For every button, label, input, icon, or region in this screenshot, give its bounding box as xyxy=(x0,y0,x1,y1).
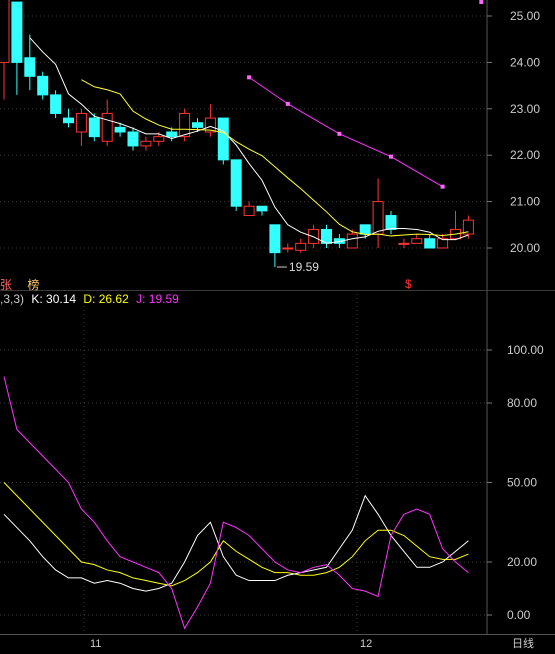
candle-body xyxy=(295,242,307,251)
kdj-params: ,3,3) xyxy=(0,292,25,306)
price-chart[interactable]: 25.00 24.00 23.00 22.00 21.00 20.00 19.59 $ xyxy=(0,0,555,291)
candle-body xyxy=(166,131,178,138)
kdj-indicator-pane[interactable]: 100.00 80.00 50.00 20.00 0.00 xyxy=(0,290,555,635)
kdj-tick-label: 100.00 xyxy=(507,343,544,357)
kdj-k-line xyxy=(3,494,469,592)
candle-body xyxy=(63,117,74,124)
kdj-d-line xyxy=(3,482,469,587)
side-label-bang: 榜 xyxy=(27,278,40,292)
ma-marker xyxy=(389,154,393,159)
candle-body xyxy=(204,117,216,133)
candle-body xyxy=(127,131,139,147)
candle-body xyxy=(424,238,436,249)
side-label-zhang: 张 xyxy=(0,278,13,292)
kdj-tick-label: 80.00 xyxy=(507,396,537,410)
dollar-marker: $ xyxy=(405,277,412,290)
price-chart-pane[interactable]: 25.00 24.00 23.00 22.00 21.00 20.00 19.59 $ xyxy=(0,0,555,291)
kdj-k-value: K: 30.14 xyxy=(31,292,77,306)
pane-divider xyxy=(0,290,555,291)
candle-body xyxy=(140,140,152,147)
ma-marker xyxy=(440,184,445,189)
price-side-labels: 张 榜 xyxy=(0,276,39,293)
candle-body xyxy=(37,75,49,96)
candle-body xyxy=(269,224,281,254)
kdj-tick-label: 20.00 xyxy=(507,555,537,569)
candle-body xyxy=(411,238,423,244)
candle-body xyxy=(11,1,23,63)
price-tick-label: 23.00 xyxy=(510,102,540,116)
kdj-header: ,3,3) K: 30.14 D: 26.62 J: 19.59 xyxy=(0,292,183,306)
kdj-chart[interactable]: 100.00 80.00 50.00 20.00 0.00 xyxy=(0,290,555,635)
kdj-d-value: D: 26.62 xyxy=(83,292,129,306)
ma-marker xyxy=(479,0,484,4)
ma-long-line xyxy=(81,79,469,237)
candle-body xyxy=(230,159,242,207)
date-axis-svg: 11 12 日线 xyxy=(0,634,555,650)
candle-body xyxy=(114,126,126,133)
candle-body xyxy=(243,205,255,217)
candle-body xyxy=(179,112,191,138)
candle-body xyxy=(437,238,449,249)
candle-body xyxy=(192,122,203,128)
kdj-tick-label: 0.00 xyxy=(507,608,531,622)
candle-body xyxy=(359,224,371,235)
price-tick-label: 24.00 xyxy=(510,55,540,69)
ma-marker xyxy=(285,101,290,106)
candle-body xyxy=(398,242,410,245)
kdj-tick-label: 50.00 xyxy=(507,476,537,490)
candle-body xyxy=(50,94,62,114)
price-tick-label: 21.00 xyxy=(510,195,540,209)
candle-body xyxy=(385,215,397,230)
ma-extra-line xyxy=(248,76,443,188)
price-tick-label: 25.00 xyxy=(510,9,540,23)
candle-body xyxy=(24,57,36,77)
candle-body xyxy=(346,233,358,249)
low-marker-label: 19.59 xyxy=(289,260,319,274)
month-label: 11 xyxy=(90,638,101,649)
candle-body xyxy=(256,205,268,212)
candle-body xyxy=(372,201,384,235)
candle-body xyxy=(282,247,294,250)
date-axis: 11 12 日线 xyxy=(0,634,555,650)
candle-body xyxy=(101,112,113,142)
candle-body xyxy=(217,117,229,161)
kdj-j-value: J: 19.59 xyxy=(136,292,179,306)
candle-body xyxy=(153,136,165,142)
ma-marker xyxy=(247,75,252,80)
month-label: 12 xyxy=(360,638,372,649)
candle-body xyxy=(462,219,474,235)
candle-body xyxy=(0,0,10,63)
period-label: 日线 xyxy=(512,636,534,649)
price-tick-label: 22.00 xyxy=(510,148,540,162)
price-tick-label: 20.00 xyxy=(510,241,540,255)
candle-body xyxy=(88,117,100,138)
ma-short-line xyxy=(29,37,469,244)
kdj-j-line xyxy=(3,376,469,630)
ma-marker xyxy=(337,131,342,136)
candle-body xyxy=(75,112,87,133)
